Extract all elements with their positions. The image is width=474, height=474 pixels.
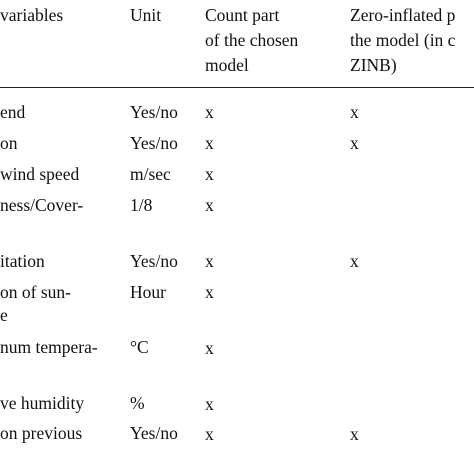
header-zero-line1: Zero-inflated p: [350, 5, 456, 25]
row-count-mark: x: [205, 133, 214, 153]
row-zero-mark: x: [350, 133, 359, 153]
header-variables: variables: [0, 5, 64, 25]
row-count-mark: x: [205, 164, 214, 184]
header-count-line1: Count part: [205, 5, 280, 25]
row-zero-mark: x: [350, 102, 359, 122]
row-unit: Yes/no: [130, 102, 178, 122]
row-count-mark: x: [205, 338, 214, 358]
row-count-mark: x: [205, 424, 214, 444]
row-unit: m/sec: [130, 164, 171, 184]
row-variable: ness/Cover-: [0, 195, 84, 215]
row-count-mark: x: [205, 102, 214, 122]
header-unit: Unit: [130, 5, 162, 25]
row-variable: end: [0, 102, 26, 122]
row-unit: 1/8: [130, 195, 153, 215]
header-zero-line3: ZINB): [350, 55, 397, 75]
header-count-line3: model: [205, 55, 249, 75]
row-unit: Yes/no: [130, 133, 178, 153]
row-variable: num tempera-: [0, 337, 98, 357]
row-variable: wind speed: [0, 164, 80, 184]
row-count-mark: x: [205, 394, 214, 414]
row-variable: itation: [0, 251, 45, 271]
row-zero-mark: x: [350, 251, 359, 271]
row-count-mark: x: [205, 251, 214, 271]
row-variable: on of sun-: [0, 282, 71, 302]
row-variable: on previous: [0, 423, 83, 443]
row-zero-mark: x: [350, 424, 359, 444]
header-count-line2: of the chosen: [205, 30, 299, 50]
row-unit: Hour: [130, 282, 166, 302]
row-count-mark: x: [205, 195, 214, 215]
row-variable-line2: e: [0, 305, 8, 325]
row-variable: ve humidity: [0, 393, 85, 413]
row-variable: on: [0, 133, 18, 153]
header-rule: [0, 87, 474, 88]
row-unit: Yes/no: [130, 423, 178, 443]
header-zero-line2: the model (in c: [350, 30, 456, 50]
row-unit: %: [130, 393, 145, 413]
row-count-mark: x: [205, 282, 214, 302]
row-unit: Yes/no: [130, 251, 178, 271]
row-unit: °C: [130, 337, 149, 357]
